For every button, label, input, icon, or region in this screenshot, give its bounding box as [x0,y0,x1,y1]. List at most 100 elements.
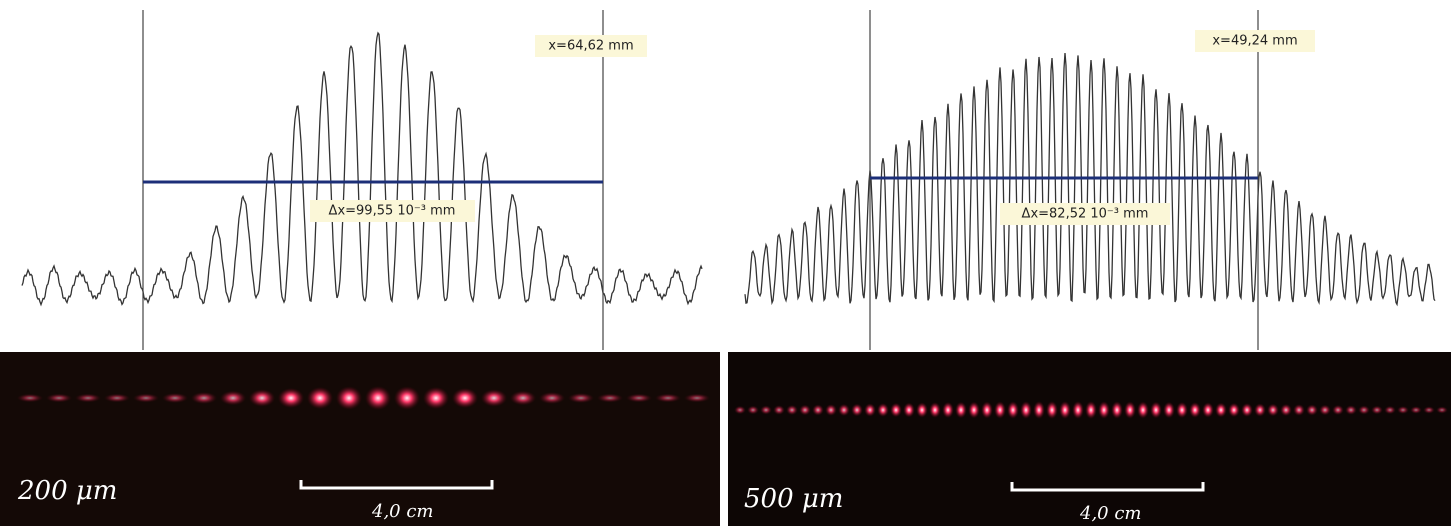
spot [1098,401,1110,419]
label-box [310,200,475,222]
photo-right [728,352,1451,526]
spot [825,404,837,416]
spot [838,403,850,417]
spot [1111,401,1123,419]
spot [877,403,889,417]
spot [132,393,160,403]
spot [1397,405,1409,415]
spot [596,393,624,403]
spot [1150,401,1162,419]
spot [364,386,392,410]
spot [1410,406,1422,414]
spot [422,386,450,410]
spot [654,393,682,403]
position-label: x=49,24 mm [1212,34,1297,49]
spot [509,390,537,406]
spot [1371,405,1383,415]
intensity-profile [21,31,703,307]
spot [942,401,954,419]
spot [16,393,44,403]
scale-bar [299,480,494,490]
spot [1124,401,1136,419]
spot [851,403,863,417]
spot [451,387,479,409]
spot [955,401,967,419]
label-box [535,35,647,57]
spot [903,402,915,418]
spot [538,391,566,405]
spot [1293,404,1305,416]
spot [890,402,902,418]
spot [916,402,928,418]
spot [306,386,334,410]
spot [981,401,993,419]
spot [1215,402,1227,418]
spot [277,387,305,409]
spot [567,392,595,404]
spot [248,389,276,407]
spacing-label: Δx=99,55 10⁻³ mm [329,204,456,219]
spot [1085,401,1097,419]
scale-bar [1010,482,1205,492]
scale-label: 4,0 cm [1079,503,1142,524]
spot [335,386,363,410]
spot [1358,405,1370,415]
spot [1137,401,1149,419]
photo-left [0,352,720,526]
spot [864,403,876,417]
label-box [1195,30,1315,52]
diffraction-spots [734,401,1448,419]
spot [1176,401,1188,419]
diffraction-spots [16,386,711,410]
slit-label: 200 μm [17,476,117,506]
spot [968,401,980,419]
spot [799,404,811,416]
spot [1059,401,1071,419]
spot [393,386,421,410]
spot [734,405,746,415]
spot [929,402,941,418]
spot [760,405,772,415]
spot [994,401,1006,419]
spot [1332,404,1344,416]
spot [1423,406,1435,414]
spot [1241,403,1253,417]
spot [161,392,189,404]
spot [74,393,102,403]
slit-label: 500 μm [744,484,843,514]
spot [1228,402,1240,418]
spot [1072,401,1084,419]
spot [480,389,508,407]
position-label: x=64,62 mm [548,39,633,54]
spot [1254,403,1266,417]
spot [103,393,131,403]
left-panel: 200 μm 4,0 cm x=64,62 mm Δx=99,55 10⁻³ mm [17,10,703,522]
spot [1007,401,1019,419]
spacing-label: Δx=82,52 10⁻³ mm [1022,207,1149,222]
spot [1306,404,1318,416]
spot [786,404,798,416]
spot [812,404,824,416]
spot [1319,404,1331,416]
spot [625,393,653,403]
spot [1163,401,1175,419]
spot [1345,405,1357,415]
scale-label: 4,0 cm [371,501,434,522]
spot [747,405,759,415]
spot [683,393,711,403]
spot [1384,405,1396,415]
spot [1267,403,1279,417]
spot [1046,401,1058,419]
spot [1280,403,1292,417]
right-panel: 500 μm 4,0 cm x=49,24 mm Δx=82,52 10⁻³ mm [744,10,1436,524]
intensity-profile [744,53,1436,307]
label-box [1000,203,1170,225]
spot [45,393,73,403]
spot [1033,401,1045,419]
spot [1020,401,1032,419]
spot [773,405,785,415]
spot [1436,406,1448,414]
spot [1189,402,1201,418]
